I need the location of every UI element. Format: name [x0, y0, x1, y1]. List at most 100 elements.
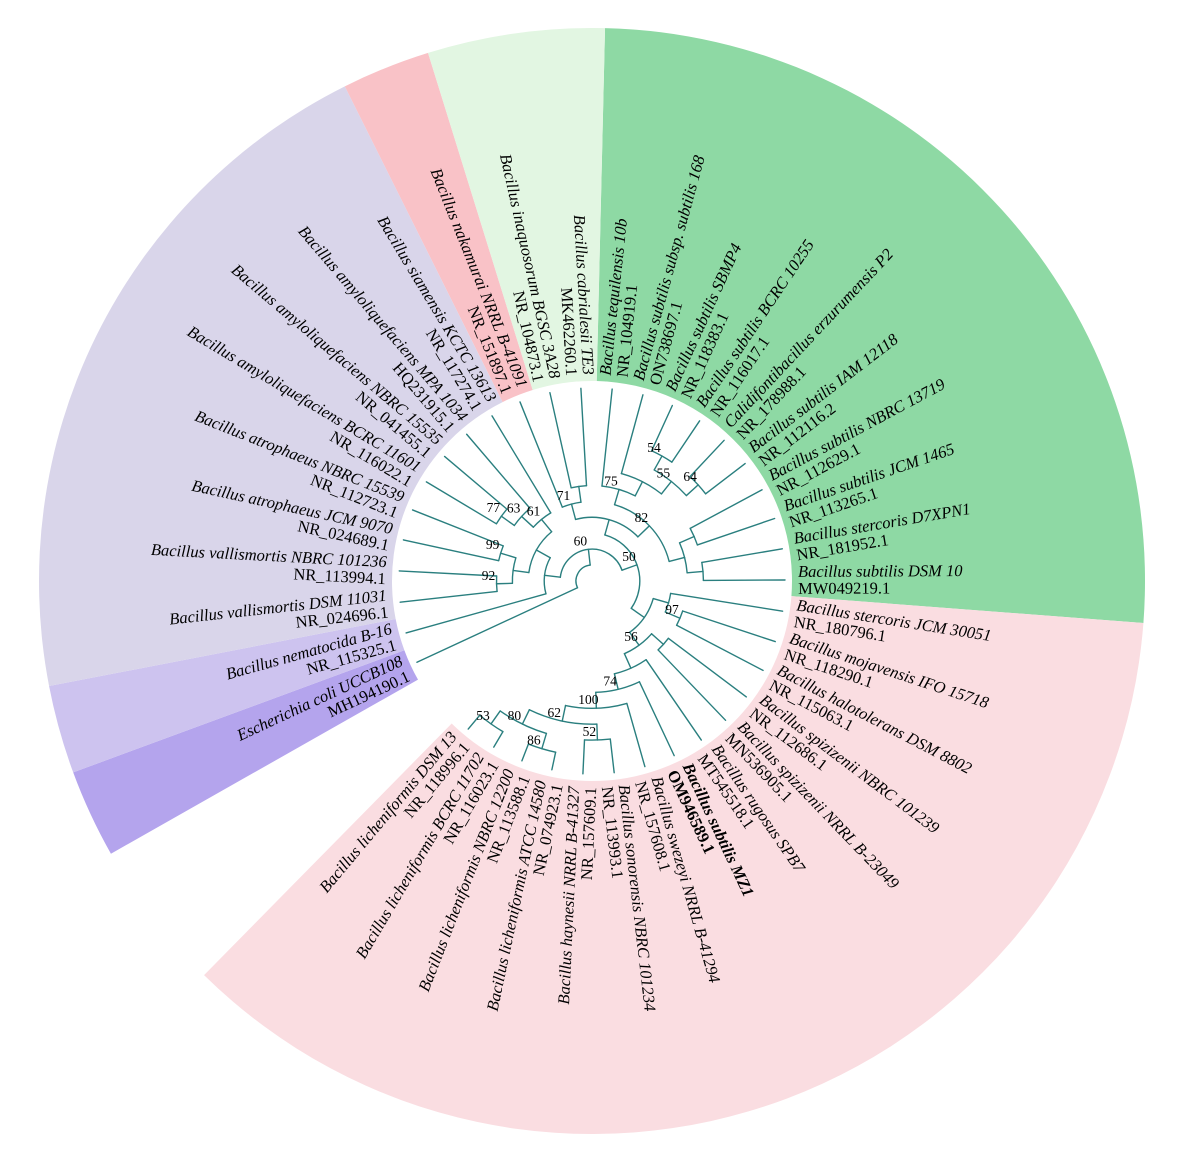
branch: [664, 611, 681, 619]
branch: [601, 388, 613, 487]
branch: [667, 637, 748, 698]
branch-arc: [595, 681, 641, 694]
bootstrap-value: 92: [482, 568, 496, 583]
branch: [411, 509, 504, 547]
bootstrap-value: 56: [624, 629, 638, 644]
clade-sectors: [39, 27, 1146, 1135]
branch-arc: [601, 485, 636, 497]
branch: [669, 592, 784, 612]
branch: [650, 633, 665, 646]
taxon-label: Bacillus tequilensis 10bNR_104919.1: [596, 217, 648, 378]
clade-sector-nakamurai-branch: [344, 52, 533, 403]
branch: [686, 570, 704, 574]
branch: [499, 552, 517, 559]
branch: [628, 631, 640, 646]
branch-arc: [613, 503, 670, 563]
branch: [465, 433, 531, 510]
branch: [519, 401, 564, 508]
taxon-label: Bacillus subtilis DSM 10 MW049219.1: [798, 561, 963, 598]
taxon-accession: NR_113994.1: [293, 564, 386, 588]
branch: [668, 556, 686, 563]
branch-arc: [543, 557, 551, 595]
bootstrap-values: 60 92 99 61 63 77 50 71 82 75 55 54 64 97 56 74 100 62 52 8…: [476, 440, 697, 748]
tree-branches: [398, 387, 786, 775]
clade-sector-escherichia-coli-outgroup: [73, 650, 419, 854]
bootstrap-value: 52: [583, 724, 597, 739]
branch: [671, 420, 701, 463]
bootstrap-value: 74: [603, 673, 617, 688]
branch: [704, 462, 746, 495]
branch-arc: [604, 534, 641, 610]
bootstrap-value: 54: [647, 440, 661, 455]
branch-arc: [623, 633, 653, 655]
branch: [596, 723, 599, 741]
branch: [696, 517, 776, 546]
clade-sector-amyloliquefaciens-atrophaeus-clade: [39, 86, 503, 687]
branch: [398, 570, 498, 577]
branch: [637, 525, 651, 538]
branch: [660, 480, 673, 495]
branch: [645, 659, 703, 741]
branch: [520, 515, 535, 528]
branch: [595, 691, 598, 709]
branch-arc: [613, 659, 647, 675]
branch: [678, 535, 695, 544]
branch: [653, 455, 663, 471]
branch: [621, 564, 638, 571]
branch: [657, 649, 727, 721]
branch-arc: [653, 469, 688, 497]
branch-arc: [620, 472, 663, 495]
branch: [535, 549, 551, 559]
branch: [512, 569, 530, 574]
bootstrap-value: 75: [604, 473, 618, 488]
bootstrap-value: 53: [476, 708, 490, 723]
branch-arc: [528, 531, 553, 574]
clade-sector-nematocida-branch: [49, 618, 405, 773]
branch: [613, 673, 619, 690]
taxon-name: Bacillus subtilis DSM 10: [798, 561, 963, 581]
branch: [652, 597, 670, 604]
branch: [675, 624, 764, 672]
branch: [689, 489, 763, 530]
branch-arc: [575, 564, 591, 589]
branch: [650, 404, 674, 452]
branch: [681, 610, 776, 643]
branch: [613, 488, 620, 506]
branch: [551, 751, 557, 771]
branch: [561, 704, 567, 722]
branch: [620, 394, 644, 475]
branch: [689, 439, 725, 478]
branch: [701, 548, 783, 564]
bootstrap-value: 64: [683, 469, 697, 484]
branch: [402, 539, 500, 562]
branch: [500, 515, 515, 527]
branch: [493, 730, 504, 748]
branch: [626, 702, 646, 768]
branch: [578, 485, 582, 503]
branch: [541, 732, 548, 750]
branch: [405, 593, 547, 634]
branch: [521, 743, 530, 762]
bootstrap-value: 80: [508, 708, 522, 723]
branch: [604, 518, 610, 536]
branch-arc: [528, 709, 598, 725]
branch-arc: [689, 527, 699, 546]
clade-sector-subtilis-clade: [596, 28, 1146, 623]
bootstrap-value: 100: [578, 692, 599, 707]
branch: [570, 503, 577, 521]
branch: [582, 739, 586, 775]
clade-sector-inaquosorum-cabrialesii-clade: [428, 27, 606, 391]
bootstrap-value: 86: [527, 733, 541, 748]
taxon-accession: NR_157609.1: [577, 787, 600, 881]
branch: [521, 709, 531, 725]
branch-arc: [559, 548, 623, 578]
branch: [540, 518, 553, 533]
branch: [425, 481, 498, 525]
branch: [467, 714, 481, 730]
branch: [587, 548, 591, 566]
branch-arc: [495, 575, 498, 593]
bootstrap-value: 71: [557, 488, 571, 503]
branch-arc: [574, 516, 639, 538]
